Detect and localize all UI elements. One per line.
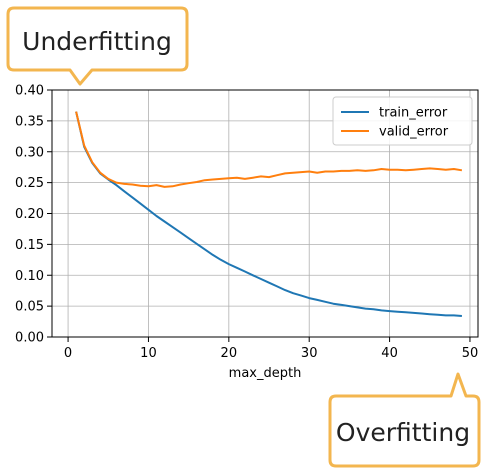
legend-box [332, 96, 473, 146]
x-axis-title: max_depth [229, 366, 302, 381]
legend-label-train-error: train_error [379, 106, 448, 121]
x-tick-label: 0 [64, 346, 72, 361]
y-tick-label: 0.05 [15, 300, 44, 315]
overfitting-callout: Overfitting [328, 372, 481, 468]
overfitting-callout-bubble [328, 372, 481, 468]
overfitting-label: Overfitting [336, 418, 470, 447]
y-tick-label: 0.00 [15, 331, 44, 346]
x-tick-label: 20 [221, 346, 238, 361]
y-tick-label: 0.35 [15, 114, 44, 129]
legend: train_error valid_error [332, 96, 473, 146]
x-tick-label: 50 [462, 346, 479, 361]
underfitting-callout-bubble [6, 6, 189, 86]
y-tick-label: 0.20 [15, 207, 44, 222]
y-tick-label: 0.10 [15, 269, 44, 284]
series-lines [75, 111, 463, 317]
y-tick-label: 0.40 [15, 84, 44, 99]
x-tick-label: 10 [140, 346, 157, 361]
x-tick-label: 30 [301, 346, 318, 361]
legend-label-valid-error: valid_error [379, 125, 449, 140]
series-line-train-error [75, 111, 462, 317]
y-tick-label: 0.15 [15, 238, 44, 253]
underfitting-label: Underfitting [22, 27, 172, 56]
underfitting-callout: Underfitting [6, 6, 189, 86]
x-tick-label: 40 [381, 346, 398, 361]
x-axis: 0 10 20 30 40 50 [64, 337, 478, 361]
y-axis: 0.00 0.05 0.10 0.15 0.20 0.25 0.30 0.35 0.40 [15, 84, 52, 346]
y-tick-label: 0.25 [15, 176, 44, 191]
y-tick-label: 0.30 [15, 145, 44, 160]
series-line-valid-error [75, 111, 463, 188]
